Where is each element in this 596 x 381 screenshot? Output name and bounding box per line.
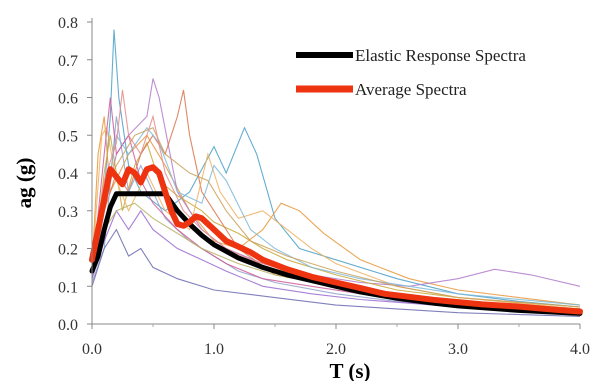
y-tick-label: 0.7 xyxy=(58,53,78,70)
x-axis-label: T (s) xyxy=(329,359,370,381)
x-tick-label: 1.0 xyxy=(204,341,224,358)
x-tick-label: 4.0 xyxy=(570,341,590,358)
record-spectra-group xyxy=(91,29,581,317)
record-spectrum-line-12 xyxy=(91,209,581,312)
y-tick-label: 0.3 xyxy=(58,204,78,221)
main-spectra-group xyxy=(89,164,583,316)
x-tick-group: 0.0 1.0 2.0 3.0 4.0 xyxy=(82,324,590,358)
y-tick-label: 0.2 xyxy=(58,242,78,259)
y-axis-label: ag (g) xyxy=(12,158,36,209)
record-spectrum-line-14 xyxy=(91,202,581,310)
y-tick-group: 0.0 0.1 0.2 0.3 0.4 0.5 0.6 0.7 0.8 xyxy=(58,15,92,334)
legend-average-label: Average Spectra xyxy=(355,80,467,99)
record-spectrum-line-11 xyxy=(91,126,581,308)
record-spectrum-line-1 xyxy=(91,29,581,308)
y-tick-label: 0.1 xyxy=(58,279,78,296)
y-tick-label: 0.6 xyxy=(58,91,78,108)
x-tick-label: 0.0 xyxy=(82,341,102,358)
y-tick-label: 0.0 xyxy=(58,317,78,334)
x-tick-label: 3.0 xyxy=(448,341,468,358)
average-spectra-line xyxy=(89,164,583,315)
y-tick-label: 0.4 xyxy=(58,166,78,183)
legend-elastic-label: Elastic Response Spectra xyxy=(355,46,526,65)
y-tick-label: 0.5 xyxy=(58,128,78,145)
x-tick-label: 2.0 xyxy=(326,341,346,358)
y-tick-label: 0.8 xyxy=(58,15,78,32)
elastic-response-spectra-line xyxy=(89,191,583,316)
legend: Elastic Response Spectra Average Spectra xyxy=(296,46,526,99)
record-spectrum-line-7 xyxy=(91,228,581,317)
